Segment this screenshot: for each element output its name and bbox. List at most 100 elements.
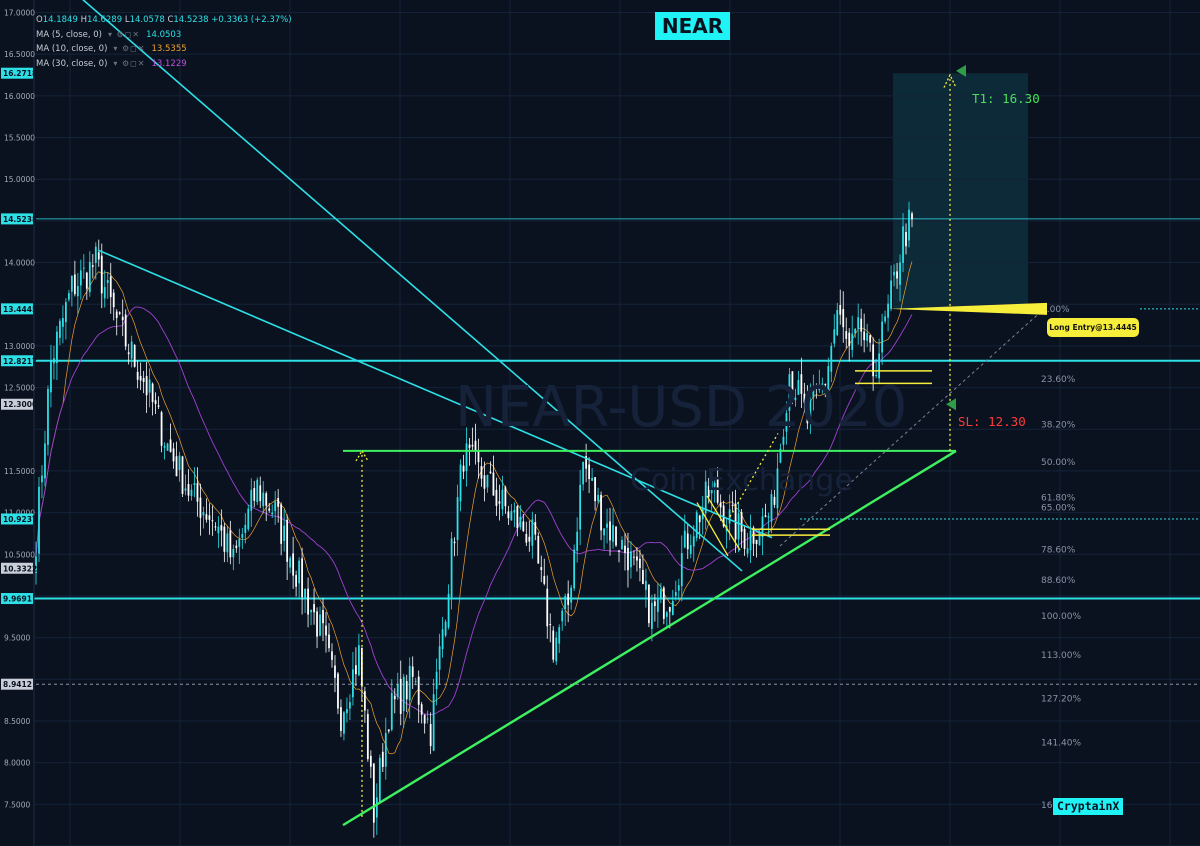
candle-body	[546, 588, 549, 627]
candle-body	[100, 255, 103, 294]
ma-settings-icons[interactable]: ▾ ⚙◻✕	[108, 29, 141, 39]
candle-body	[710, 481, 713, 494]
candle-body	[573, 549, 576, 589]
candle-body	[202, 511, 205, 516]
candle-body	[468, 444, 471, 448]
candle-body	[85, 272, 88, 289]
ma-settings-icons[interactable]: ▾ ⚙◻✕	[113, 44, 146, 53]
candle-body	[579, 484, 582, 530]
candle-body	[82, 267, 85, 269]
ma-settings-icons[interactable]: ▾ ⚙◻✕	[113, 58, 146, 68]
candle-body	[241, 533, 244, 538]
fib-level-label: 141.40%	[1041, 739, 1081, 749]
exchange-watermark: Coin Exchange	[630, 463, 853, 498]
candle-body	[355, 665, 357, 675]
candle-body	[845, 331, 848, 339]
candle-body	[513, 510, 516, 513]
candle-body	[722, 505, 725, 527]
price-tag	[1, 67, 33, 79]
candle-body	[70, 275, 73, 292]
candle-body	[363, 691, 366, 711]
descending-trendline-short	[97, 249, 773, 539]
candle-body	[337, 673, 339, 709]
candle-body	[564, 595, 567, 610]
fib-level-label: 50.00%	[1041, 458, 1076, 468]
candle-body	[38, 486, 40, 554]
ma-30-row[interactable]: MA (30, close, 0) ▾ ⚙◻✕ 13.1229	[36, 58, 187, 69]
fib-level-label: 38.20%	[1041, 420, 1076, 430]
price-axis: 17.0000 16.5000 16.0000 15.5000 15.0000 14.00…	[0, 0, 37, 846]
candle-body	[178, 455, 181, 471]
candle-body	[411, 666, 414, 677]
candle-body	[259, 485, 262, 502]
candle-body	[429, 723, 432, 747]
candle-body	[73, 274, 76, 295]
ma-10-row[interactable]: MA (10, close, 0) ▾ ⚙◻✕ 13.5355	[36, 44, 187, 54]
stop-loss-label: SL: 12.30	[958, 414, 1026, 429]
candle-body	[905, 232, 907, 247]
candle-body	[172, 448, 175, 462]
candle-body	[375, 797, 378, 818]
candle-body	[830, 346, 833, 372]
candle-body	[603, 528, 605, 536]
candle-body	[184, 488, 187, 491]
candle-body	[630, 551, 632, 568]
fib-level-label: 88.60%	[1041, 576, 1076, 586]
candle-body	[713, 482, 716, 487]
candle-body	[226, 533, 229, 553]
ma-5-row[interactable]: MA (5, close, 0) ▾ ⚙◻✕ 14.0503	[36, 29, 182, 40]
candle-body	[612, 525, 614, 542]
candle-body	[313, 604, 315, 613]
candle-body	[277, 497, 280, 507]
candle-body	[908, 209, 910, 241]
candle-body	[250, 489, 253, 511]
candle-body	[851, 333, 854, 350]
candle-body	[510, 511, 513, 521]
candle-body	[298, 560, 300, 584]
y-tick-label: 9.5000	[4, 634, 30, 643]
candle-body	[399, 678, 402, 714]
candle-body	[414, 680, 417, 682]
candle-body	[381, 751, 384, 767]
candle-body	[205, 514, 208, 520]
candle-body	[160, 412, 163, 446]
candle-body	[773, 496, 776, 505]
candle-body	[582, 461, 585, 485]
candle-body	[483, 475, 486, 489]
candle-body	[402, 676, 405, 712]
candle-body	[286, 519, 289, 562]
candle-body	[731, 504, 734, 506]
candle-body	[109, 276, 112, 298]
candle-body	[256, 479, 259, 503]
candle-body	[435, 671, 438, 690]
y-tick-label: 16.5000	[4, 50, 35, 59]
price-tag-label: 12.8217	[3, 357, 37, 366]
candle-body	[782, 436, 785, 445]
target-label: T1: 16.30	[972, 91, 1040, 106]
candle-body	[878, 353, 881, 379]
candle-body	[653, 601, 656, 607]
candle-body	[833, 329, 836, 344]
y-tick-label: 15.0000	[4, 175, 35, 184]
candle-body	[211, 520, 214, 522]
y-tick-label: 11.5000	[4, 467, 35, 476]
candle-body	[866, 332, 869, 341]
candle-body	[639, 558, 641, 569]
candle-body	[552, 630, 555, 660]
candle-body	[235, 545, 238, 549]
candle-body	[633, 556, 635, 558]
candle-body	[555, 637, 558, 662]
candle-body	[668, 607, 671, 612]
price-tag-label: 9.9691	[3, 595, 32, 604]
candle-body	[600, 494, 602, 531]
candle-body	[366, 714, 369, 760]
candle-body	[292, 553, 295, 576]
candle-body	[346, 709, 348, 714]
long-entry-callout: Long Entry@13.4445	[1047, 318, 1139, 337]
projection-arrow	[943, 73, 957, 88]
candle-body	[624, 545, 626, 553]
candle-body	[585, 456, 588, 469]
price-tag	[1, 678, 33, 690]
candle-body	[588, 464, 590, 480]
